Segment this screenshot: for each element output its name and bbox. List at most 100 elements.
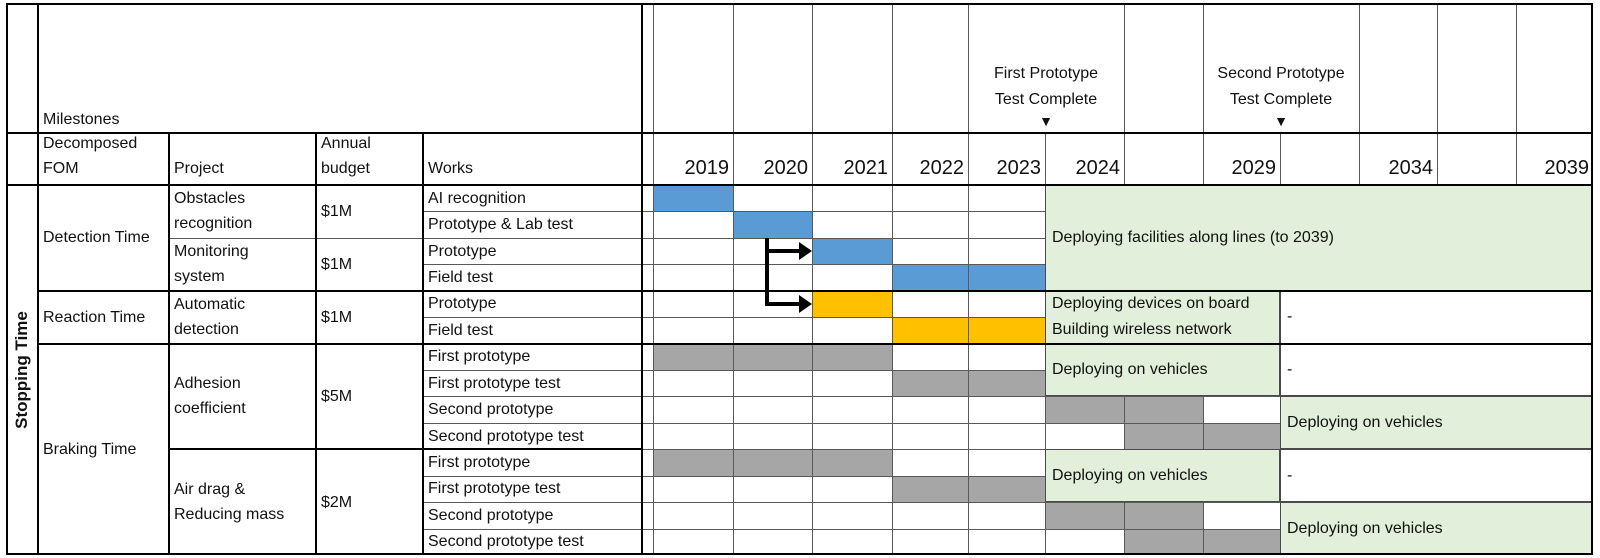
grid-line — [641, 422, 1593, 424]
budget-cell: $1M — [321, 202, 353, 220]
border-line — [37, 342, 1593, 345]
border-line — [37, 289, 1593, 292]
project-air-drag-reducing-mass: Air drag & Reducing mass — [174, 481, 285, 524]
fom-reaction-time: Reaction Time — [43, 308, 146, 326]
milestone-label: First Prototype Test Complete — [993, 65, 1099, 108]
gantt-bar-gray — [1124, 528, 1280, 555]
work-cell: Prototype — [428, 242, 497, 260]
grid-line — [968, 3, 969, 133]
work-cell: Field test — [428, 268, 493, 286]
grid-line — [422, 370, 641, 371]
grid-line — [422, 264, 641, 266]
work-cell: Second prototype — [428, 401, 554, 419]
deployment-note: Deploying devices on board Building wire… — [1045, 290, 1280, 344]
deployment-note: Deploying on vehicles — [1280, 502, 1593, 555]
fom-braking-time: Braking Time — [43, 440, 137, 458]
work-cell: Prototype & Lab test — [428, 216, 573, 234]
project-adhesion-coefficient: Adhesion coefficient — [174, 375, 246, 418]
year-2039: 2039 — [1544, 157, 1590, 179]
stopping-time-label: Stopping Time — [11, 311, 31, 429]
year-gap-2025-2028 — [1124, 133, 1203, 185]
gantt-bar-gray — [1124, 422, 1280, 450]
grid-line — [422, 528, 641, 530]
grid-line — [1359, 3, 1360, 133]
milestone-label: Second Prototype Test Complete — [1217, 65, 1345, 108]
work-cell: Field test — [428, 321, 493, 339]
gantt-bar-blue — [653, 185, 733, 212]
project-obstacles-recognition: Obstacles recognition — [174, 190, 253, 233]
milestone-marker-icon: ▼ — [1274, 113, 1288, 129]
grid-line — [422, 502, 641, 504]
budget-cell: $2M — [321, 493, 353, 511]
milestone-first-prototype: First Prototype Test Complete ▼ — [968, 3, 1124, 133]
grid-line — [422, 317, 641, 319]
work-cell: AI recognition — [428, 189, 526, 207]
grid-line — [422, 396, 641, 398]
grid-line — [812, 3, 813, 133]
year-gap-2030-2033 — [1280, 133, 1359, 185]
gantt-bar-blue — [812, 237, 892, 265]
header-annual-budget: Annual budget — [321, 135, 371, 177]
project-automatic-detection: Automatic detection — [174, 296, 246, 339]
work-cell: Second prototype test — [428, 427, 584, 445]
year-2029: 2029 — [1231, 157, 1277, 179]
grid-line — [892, 3, 893, 133]
border-line — [641, 3, 643, 555]
grid-line — [422, 475, 641, 477]
project-monitoring-system: Monitoring system — [174, 243, 249, 286]
header-works: Works — [428, 160, 474, 177]
milestones-label: Milestones — [43, 111, 120, 128]
grid-line — [168, 237, 641, 239]
border-line — [37, 3, 39, 555]
milestone-marker-icon: ▼ — [1039, 113, 1053, 129]
border-line — [168, 448, 641, 451]
deployment-note: Deploying on vehicles — [1045, 343, 1280, 397]
grid-line — [422, 422, 641, 424]
gantt-bar-gray — [653, 449, 892, 476]
gantt-bar-blue — [733, 211, 812, 238]
dependency-connector-line — [765, 249, 800, 254]
grid-line — [1203, 3, 1204, 133]
border-line — [422, 133, 424, 555]
grid-line — [641, 396, 1593, 398]
grid-line — [422, 211, 641, 213]
border-line — [315, 133, 317, 555]
budget-cell: $5M — [321, 387, 353, 405]
deployment-note-empty: - — [1280, 343, 1593, 397]
work-cell: Second prototype test — [428, 533, 584, 551]
year-2019: 2019 — [684, 157, 730, 179]
grid-line — [641, 502, 1593, 504]
work-cell: First prototype test — [428, 480, 561, 498]
year-2034: 2034 — [1388, 157, 1434, 179]
work-cell: First prototype — [428, 348, 531, 366]
grid-line — [641, 528, 1593, 530]
border-line — [6, 3, 8, 555]
deployment-note-empty: - — [1280, 290, 1593, 344]
work-cell: Prototype — [428, 295, 497, 313]
deployment-note: Deploying on vehicles — [1280, 396, 1593, 450]
budget-cell: $1M — [321, 255, 353, 273]
border-line — [6, 132, 1593, 134]
year-2022: 2022 — [919, 157, 965, 179]
year-gap-2035-2038 — [1437, 133, 1516, 185]
dependency-arrowhead-icon — [799, 242, 812, 261]
year-2020: 2020 — [763, 157, 809, 179]
year-2023: 2023 — [996, 157, 1042, 179]
border-line — [1591, 3, 1593, 555]
header-decomposed-fom: Decomposed FOM — [43, 135, 138, 177]
work-cell: Second prototype — [428, 506, 554, 524]
grid-line — [1437, 3, 1438, 133]
deployment-note-empty: - — [1280, 449, 1593, 503]
work-cell: First prototype test — [428, 374, 561, 392]
dependency-arrowhead-icon — [799, 294, 812, 313]
grid-line — [1516, 3, 1517, 133]
grid-line — [733, 3, 734, 133]
fom-detection-time: Detection Time — [43, 229, 150, 247]
deployment-note: Deploying facilities along lines (to 203… — [1045, 185, 1593, 291]
border-line — [168, 133, 170, 555]
gantt-bar-orange — [812, 290, 892, 318]
border-line — [6, 184, 1593, 186]
gantt-bar-gray — [653, 343, 892, 370]
work-cell: First prototype — [428, 453, 531, 471]
